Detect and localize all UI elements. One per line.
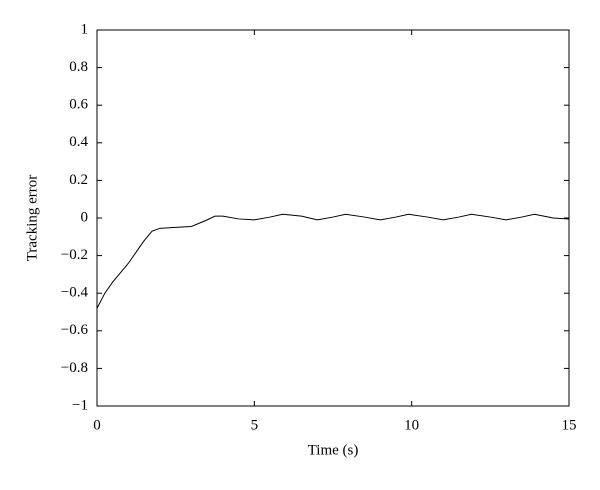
y-axis-label: Tracking error xyxy=(24,175,40,262)
x-axis-label: Time (s) xyxy=(308,442,359,458)
y-tick-label: 0.4 xyxy=(69,134,88,150)
x-tick-label: 0 xyxy=(93,417,101,433)
y-tick-label: 0.8 xyxy=(69,59,88,75)
y-tick-label: −0.8 xyxy=(61,360,88,376)
x-tick-label: 15 xyxy=(562,417,577,433)
line-series xyxy=(96,213,570,309)
y-tick-label: 0 xyxy=(81,209,89,225)
x-tick-label: 10 xyxy=(404,417,419,433)
y-tick-label: 0.6 xyxy=(69,97,88,113)
y-tick-label: −0.4 xyxy=(61,285,89,301)
y-tick-label: −1 xyxy=(72,397,88,413)
x-tick-label: 5 xyxy=(251,417,259,433)
y-tick-label: −0.2 xyxy=(61,247,88,263)
y-tick-label: 0.2 xyxy=(69,172,88,188)
y-tick-label: 1 xyxy=(81,21,89,37)
y-tick-label: −0.6 xyxy=(61,322,89,338)
